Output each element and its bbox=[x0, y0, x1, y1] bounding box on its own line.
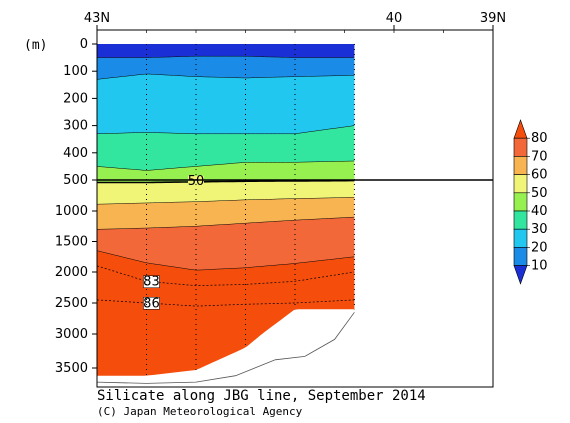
silicate-band-10 bbox=[97, 44, 355, 58]
contour-line-bold bbox=[97, 179, 355, 184]
colorbar-segment bbox=[513, 210, 528, 230]
contour-label-bg bbox=[188, 175, 204, 187]
silicate-band-40-50 bbox=[97, 161, 355, 183]
y-tick-label: 2000 bbox=[55, 265, 88, 280]
x-tick-label: 43N bbox=[84, 11, 110, 26]
chart-title: Silicate along JBG line, September 2014 bbox=[97, 388, 426, 404]
contour-line bbox=[97, 125, 355, 135]
colorbar-segment bbox=[513, 247, 528, 266]
colorbar-label: 20 bbox=[531, 240, 548, 255]
y-unit-label: (m) bbox=[24, 38, 47, 53]
colorbar-label: 60 bbox=[531, 168, 548, 183]
colorbar-segment bbox=[513, 174, 528, 194]
contour-line bbox=[97, 55, 355, 58]
contour-label-bg bbox=[143, 275, 160, 288]
colorbar-label: 10 bbox=[531, 259, 548, 274]
colorbar-segment bbox=[513, 156, 528, 175]
x-tick-label: 39N bbox=[480, 11, 506, 26]
contour-line bbox=[97, 250, 355, 271]
contour-line bbox=[97, 73, 355, 80]
contour-line bbox=[97, 197, 355, 205]
axes-group: 43N 40 39N 0 100 200 300 400 500 1000 1500 2000 2500… bbox=[55, 11, 506, 376]
credit-label: (C) Japan Meteorological Agency bbox=[97, 405, 303, 418]
contour-line-dashed bbox=[97, 265, 355, 286]
bottom-topography-line bbox=[97, 312, 355, 384]
silicate-band-30-40 bbox=[97, 125, 355, 171]
y-tick-label: 3500 bbox=[55, 361, 88, 376]
colorbar-segment bbox=[513, 192, 528, 212]
section-fill-group bbox=[97, 44, 355, 376]
silicate-band-80 bbox=[97, 250, 355, 376]
y-tick-label: 1000 bbox=[55, 204, 88, 219]
contour-line bbox=[97, 160, 355, 171]
silicate-band-20-30 bbox=[97, 74, 355, 134]
y-tick-label: 100 bbox=[63, 64, 88, 79]
contour-label-bg bbox=[143, 297, 160, 310]
contour-label: 83 bbox=[143, 275, 160, 290]
colorbar-label: 80 bbox=[531, 131, 548, 146]
station-lines-group bbox=[97, 44, 355, 376]
y-tick-label: 3000 bbox=[55, 327, 88, 342]
colorbar-label: 40 bbox=[531, 204, 548, 219]
y-tick-label: 400 bbox=[63, 146, 88, 161]
colorbar: 10 20 30 40 50 60 70 80 bbox=[513, 119, 548, 285]
contour-group: 50 83 86 bbox=[97, 55, 355, 384]
y-tick-label: 500 bbox=[63, 173, 88, 188]
colorbar-segment bbox=[513, 228, 528, 248]
contour-line bbox=[97, 216, 355, 230]
colorbar-segment bbox=[513, 137, 528, 157]
silicate-band-70-80 bbox=[97, 217, 355, 271]
colorbar-segment bbox=[513, 119, 528, 139]
colorbar-segment bbox=[513, 265, 528, 285]
silicate-band-10-20 bbox=[97, 56, 355, 80]
colorbar-label: 70 bbox=[531, 149, 548, 164]
contour-label: 86 bbox=[143, 296, 160, 311]
silicate-band-60-70 bbox=[97, 197, 355, 230]
x-tick-label: 40 bbox=[386, 11, 403, 26]
silicate-band-50-60 bbox=[97, 180, 355, 205]
y-tick-label: 0 bbox=[80, 37, 88, 52]
y-tick-label: 2500 bbox=[55, 296, 88, 311]
y-tick-label: 1500 bbox=[55, 235, 88, 250]
y-tick-label: 200 bbox=[63, 91, 88, 106]
y-tick-label: 300 bbox=[63, 119, 88, 134]
contour-line-dashed bbox=[97, 299, 355, 307]
contour-label: 50 bbox=[188, 174, 205, 189]
colorbar-label: 30 bbox=[531, 222, 548, 237]
colorbar-label: 50 bbox=[531, 186, 548, 201]
